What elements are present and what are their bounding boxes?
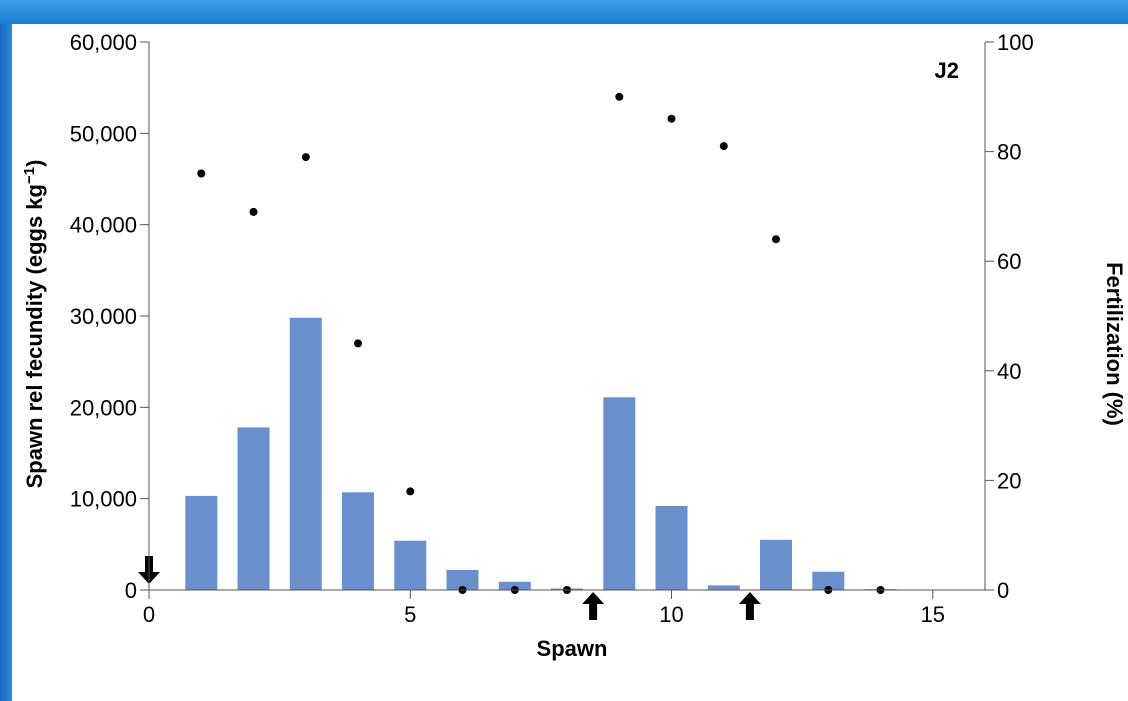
panel-annotation: J2	[935, 58, 959, 83]
fertilization-point	[354, 339, 362, 348]
fecundity-fertilization-chart: 0 10,000 20,000 30,000 40,000 50,000 60,000 0 2…	[21, 30, 1127, 661]
fecundity-bar	[812, 571, 845, 590]
x-tick-label: 15	[921, 602, 945, 627]
right-y-axis-title: Fertilization (%)	[1102, 262, 1127, 426]
chart-panel: 0 10,000 20,000 30,000 40,000 50,000 60,000 0 2…	[12, 24, 1128, 701]
fertilization-point	[406, 487, 415, 496]
fertilization-point	[772, 235, 780, 244]
fertilization-point	[667, 114, 676, 123]
right-y-tick-label: 60	[997, 249, 1021, 274]
left-y-tick-label: 40,000	[70, 213, 137, 238]
spawn-marker-arrow	[582, 592, 605, 620]
left-y-tick-label: 0	[125, 578, 137, 603]
fecundity-bar	[289, 317, 322, 590]
right-y-tick-label: 80	[997, 140, 1021, 165]
right-y-tick-label: 0	[997, 578, 1009, 603]
fertilization-point	[615, 92, 624, 101]
fecundity-bar	[342, 492, 374, 590]
slide-frame-left	[0, 24, 12, 701]
fecundity-bar	[655, 506, 688, 590]
x-tick-label: 5	[404, 602, 416, 627]
fertilization-point	[197, 169, 206, 178]
x-tick-label: 10	[659, 602, 683, 627]
fecundity-bar	[237, 427, 270, 590]
fertilization-point	[301, 153, 310, 162]
left-y-tick-label: 60,000	[70, 30, 137, 55]
x-tick-label: 0	[143, 602, 155, 627]
fecundity-bar	[603, 397, 636, 590]
left-y-tick-label: 10,000	[70, 487, 137, 512]
fecundity-bar	[707, 585, 740, 590]
right-y-tick-label: 100	[997, 30, 1034, 55]
left-y-axis-title-sup: −1	[21, 167, 38, 184]
fecundity-bar	[185, 495, 218, 590]
fecundity-bar	[394, 540, 427, 590]
left-y-axis-title: Spawn rel fecundity (eggs kg−1)	[21, 160, 47, 489]
left-y-tick-label: 50,000	[70, 121, 137, 146]
fecundity-bar	[760, 539, 792, 590]
right-y-tick-label: 40	[997, 359, 1021, 384]
left-y-tick-label: 30,000	[70, 304, 137, 329]
fecundity-bar	[498, 581, 531, 590]
x-axis-title: Spawn	[537, 636, 608, 661]
fertilization-point	[249, 207, 258, 216]
left-y-tick-label: 20,000	[70, 395, 137, 420]
spawn-marker-arrow	[738, 592, 761, 620]
fecundity-bar	[446, 569, 479, 590]
right-y-tick-label: 20	[997, 468, 1021, 493]
fertilization-point	[719, 142, 728, 151]
left-y-axis-title-end: )	[22, 160, 47, 167]
slide-frame-top	[0, 0, 1128, 24]
left-y-axis-title-main: Spawn rel fecundity (eggs kg	[22, 184, 47, 488]
